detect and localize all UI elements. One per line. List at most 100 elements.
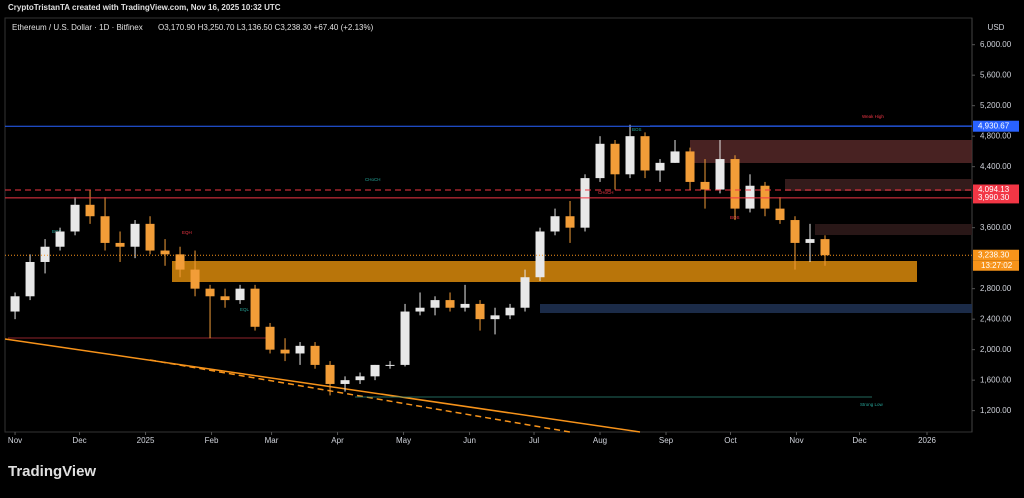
candle-body: [475, 303, 485, 320]
y-tick-label: 3,600.00: [980, 223, 1012, 232]
x-tick-label: 2025: [137, 436, 155, 445]
brand-logo: TradingView: [8, 463, 96, 480]
candle-body: [595, 143, 605, 179]
candle-body: [70, 204, 80, 232]
candle-body: [565, 216, 575, 228]
last-price-tag: [973, 249, 1019, 261]
countdown: 13:27:02: [981, 261, 1013, 270]
annotation: Weak High: [862, 114, 884, 119]
x-tick-label: Apr: [331, 436, 344, 445]
level-tag: [973, 184, 1019, 196]
candle-body: [490, 315, 500, 320]
candle-body: [220, 296, 230, 301]
level-label: 4,094.13: [978, 185, 1010, 194]
y-tick-label: 5,600.00: [980, 70, 1012, 79]
candle-body: [205, 288, 215, 297]
countdown-bg: [973, 260, 1019, 271]
candle-body: [820, 239, 830, 256]
x-tick-label: Aug: [593, 436, 607, 445]
candle-body: [340, 380, 350, 384]
annotation: BOS: [632, 127, 642, 132]
x-tick-label: Nov: [789, 436, 803, 445]
candle-body: [310, 345, 320, 365]
symbol-title: Ethereum / U.S. Dollar · 1D · Bitfinex: [12, 23, 143, 32]
candle-body: [640, 136, 650, 171]
candle-body: [625, 136, 635, 175]
y-tick-label: 1,200.00: [980, 406, 1012, 415]
candle-body: [520, 277, 530, 308]
level-tag: [973, 120, 1019, 132]
annotation: EQH: [182, 230, 192, 235]
x-tick-label: Dec: [72, 436, 86, 445]
support-zone: [540, 304, 972, 313]
candle-body: [535, 231, 545, 278]
candle-body: [655, 162, 665, 171]
candle-body: [775, 208, 785, 221]
candle-body: [580, 178, 590, 228]
ohlc-readout: O3,170.90 H3,250.70 L3,136.50 C3,238.30 …: [158, 23, 374, 32]
y-tick-label: 1,600.00: [980, 375, 1012, 384]
candle-body: [295, 345, 305, 354]
x-tick-label: Sep: [659, 436, 674, 445]
x-tick-label: 2026: [918, 436, 936, 445]
candle-body: [730, 159, 740, 209]
y-tick-label: 2,800.00: [980, 284, 1012, 293]
level-label: 3,990.30: [978, 193, 1010, 202]
candle-body: [115, 242, 125, 247]
candle-body: [715, 159, 725, 190]
trendline: [4, 338, 641, 433]
candle-body: [550, 216, 560, 232]
candle-body: [250, 288, 260, 327]
y-tick-label: 2,400.00: [980, 314, 1012, 323]
candle-body: [745, 185, 755, 209]
candle-body: [100, 216, 110, 243]
supply-zone: [785, 179, 972, 191]
candle-body: [790, 220, 800, 243]
candle-body: [265, 326, 275, 350]
x-tick-label: Jun: [463, 436, 476, 445]
candle-body: [670, 151, 680, 163]
candle-body: [415, 307, 425, 312]
x-tick-label: Dec: [852, 436, 866, 445]
y-tick-label: 4,800.00: [980, 131, 1012, 140]
candle-body: [760, 185, 770, 209]
candle-body: [55, 231, 65, 247]
candle-body: [400, 311, 410, 365]
last-price-label: 3,238.30: [978, 250, 1010, 259]
currency-label: USD: [988, 23, 1005, 32]
candle-body: [430, 300, 440, 308]
candle-body: [145, 223, 155, 251]
y-tick-label: 2,000.00: [980, 345, 1012, 354]
candle-body: [445, 300, 455, 308]
x-tick-label: Jul: [529, 436, 539, 445]
trendline: [149, 359, 571, 433]
candle-body: [280, 349, 290, 354]
x-tick-label: Mar: [265, 436, 279, 445]
candle-body: [85, 204, 95, 217]
candle-body: [370, 364, 380, 377]
annotation: Strong Low: [860, 402, 884, 407]
level-label: 4,930.67: [978, 121, 1010, 130]
candle-body: [25, 261, 35, 297]
supply-zone: [690, 140, 972, 163]
x-tick-label: Oct: [724, 436, 737, 445]
candle-body: [190, 269, 200, 289]
annotation: CHoCH: [365, 177, 381, 182]
x-tick-label: Feb: [205, 436, 219, 445]
supply-zone: [815, 224, 972, 235]
candle-body: [10, 296, 20, 312]
x-tick-label: Nov: [8, 436, 22, 445]
y-tick-label: 5,200.00: [980, 101, 1012, 110]
candle-body: [235, 288, 245, 301]
candle-body: [460, 303, 470, 308]
y-tick-label: 4,400.00: [980, 162, 1012, 171]
credit: CryptoTristanTA created with TradingView…: [8, 3, 281, 12]
candle-body: [175, 254, 185, 270]
candle-body: [325, 364, 335, 384]
y-tick-label: 6,000.00: [980, 40, 1012, 49]
candle-body: [355, 376, 365, 381]
candle-body: [805, 239, 815, 243]
